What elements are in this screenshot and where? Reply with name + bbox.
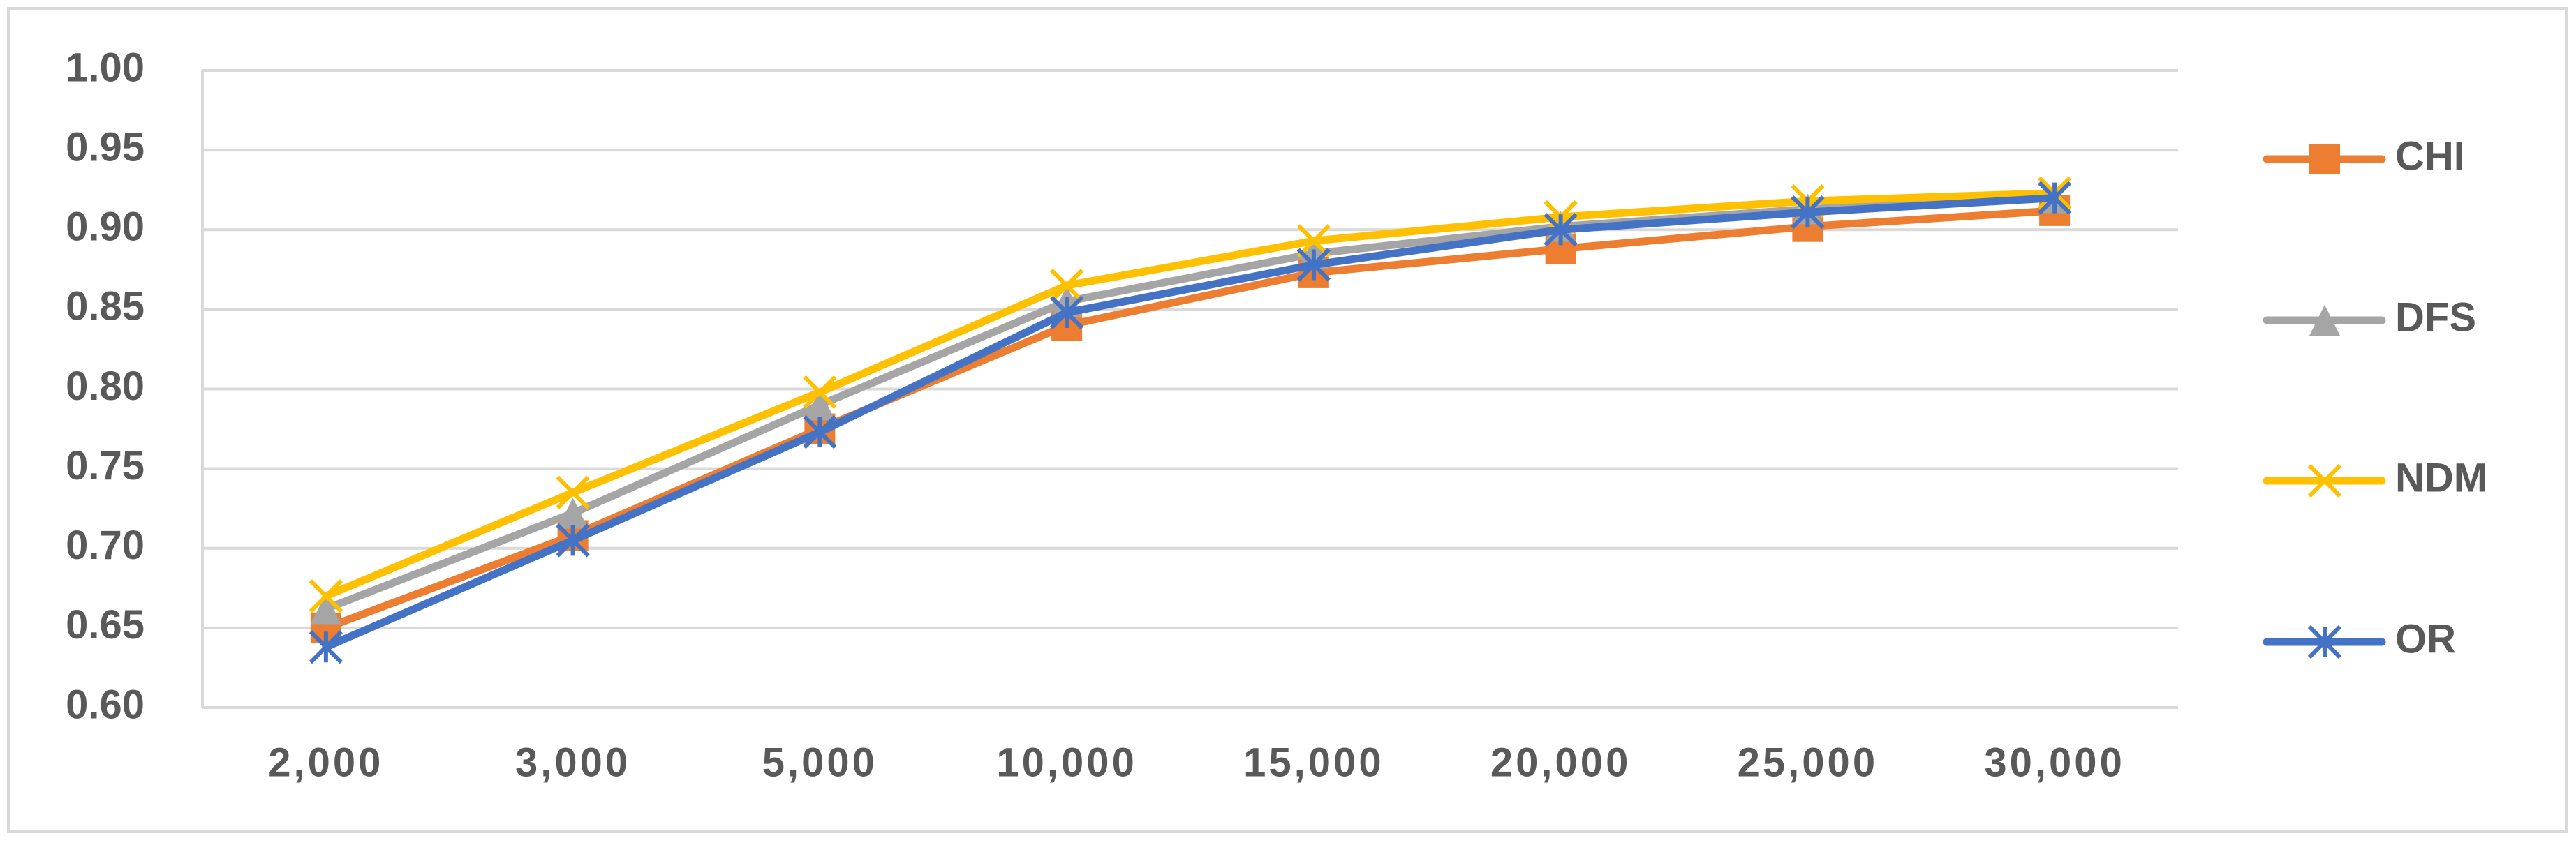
data-point xyxy=(1050,295,1084,330)
y-tick-label: 0.85 xyxy=(66,284,145,329)
y-tick-label: 0.80 xyxy=(66,364,145,409)
data-point xyxy=(309,579,343,613)
marker-shape xyxy=(1050,295,1084,330)
marker-shape xyxy=(2307,463,2342,498)
data-point xyxy=(2038,181,2072,215)
legend-marker xyxy=(2307,625,2342,659)
legend-label: OR xyxy=(2395,616,2456,661)
data-point xyxy=(556,475,590,509)
marker-shape xyxy=(1544,213,1578,247)
x-tick-label: 15,000 xyxy=(1243,740,1384,785)
data-point xyxy=(1296,224,1331,258)
series-line xyxy=(322,207,2059,632)
y-tick-label: 0.60 xyxy=(66,682,145,727)
marker-shape xyxy=(804,389,836,421)
x-tick-label: 30,000 xyxy=(1984,740,2124,785)
data-point xyxy=(1050,269,1084,303)
marker-shape xyxy=(1791,195,1825,230)
x-tick-label: 20,000 xyxy=(1490,740,1631,785)
legend-label: CHI xyxy=(2395,133,2465,179)
marker-shape xyxy=(1050,269,1084,303)
legend-marker xyxy=(2309,144,2340,174)
marker-shape xyxy=(803,375,837,410)
y-tick-label: 0.70 xyxy=(66,523,145,568)
marker-shape xyxy=(310,593,341,625)
y-tick-label: 0.90 xyxy=(66,204,145,250)
x-tick-label: 3,000 xyxy=(515,740,630,785)
data-point xyxy=(1791,195,1825,230)
data-point xyxy=(803,375,837,410)
marker-shape xyxy=(2309,144,2340,174)
y-tick-label: 1.00 xyxy=(66,45,145,90)
chart-border xyxy=(7,7,2568,833)
data-point xyxy=(310,593,341,625)
data-point xyxy=(803,415,837,449)
marker-shape xyxy=(803,415,837,449)
marker-shape xyxy=(1296,224,1331,258)
marker-shape xyxy=(2307,625,2342,659)
x-tick-label: 5,000 xyxy=(762,740,878,785)
marker-shape xyxy=(1296,248,1331,282)
data-point xyxy=(556,523,590,558)
marker-shape xyxy=(557,498,589,529)
legend-label: DFS xyxy=(2395,294,2476,340)
marker-shape xyxy=(309,630,343,664)
series-line xyxy=(322,189,2059,600)
marker-shape xyxy=(309,579,343,613)
marker-shape xyxy=(556,475,590,509)
x-tick-label: 25,000 xyxy=(1738,740,1878,785)
marker-shape xyxy=(556,523,590,558)
data-point xyxy=(804,389,836,421)
y-tick-label: 0.65 xyxy=(66,602,145,648)
data-point xyxy=(1544,213,1578,247)
marker-shape xyxy=(2309,305,2340,336)
marker-shape xyxy=(2038,181,2072,215)
series-line xyxy=(322,194,2059,651)
y-tick-label: 0.95 xyxy=(66,124,145,170)
data-point xyxy=(309,630,343,664)
legend-marker xyxy=(2309,305,2340,336)
data-point xyxy=(557,498,589,529)
data-point xyxy=(1296,248,1331,282)
legend-marker xyxy=(2307,463,2342,498)
legend-label: NDM xyxy=(2395,455,2487,500)
x-tick-label: 2,000 xyxy=(268,740,383,785)
y-tick-label: 0.75 xyxy=(66,443,145,488)
x-tick-label: 10,000 xyxy=(996,740,1137,785)
